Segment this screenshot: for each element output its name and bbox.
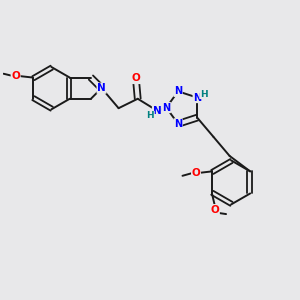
Text: N: N bbox=[97, 83, 106, 93]
Text: O: O bbox=[192, 168, 200, 178]
Text: O: O bbox=[132, 74, 141, 83]
Text: O: O bbox=[11, 71, 20, 81]
Text: N: N bbox=[174, 86, 182, 96]
Text: H: H bbox=[147, 111, 154, 120]
Text: N: N bbox=[152, 106, 161, 116]
Text: H: H bbox=[200, 89, 208, 98]
Text: N: N bbox=[174, 119, 182, 129]
Text: N: N bbox=[162, 103, 170, 112]
Text: O: O bbox=[211, 205, 219, 215]
Text: N: N bbox=[193, 93, 201, 103]
